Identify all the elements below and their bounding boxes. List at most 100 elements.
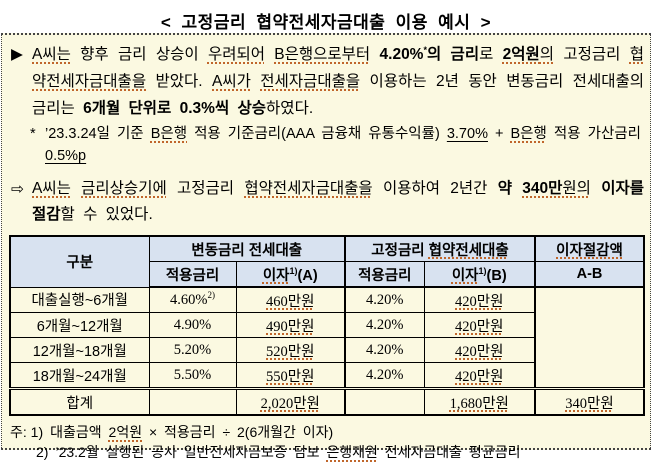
cell-variable-interest: 490만원 [235,312,346,338]
text-run: 약 [497,180,523,197]
text-run: B은행 [150,126,188,142]
text-run: 고정금리 [166,180,245,197]
text-run: 이자 [262,267,290,284]
text-run: 의 [539,46,555,63]
cell-fixed-rate: 4.20% [344,362,425,389]
text-run: 2) [207,289,215,300]
text-run: 이용하는 2년 동안 변동금리 전세대출의 금리는 [32,73,644,117]
text-run: 1,680만원 [449,395,509,412]
table-sub-header-row: 적용금리 이자1)(A) 적용금리 이자1)(B) A-B [10,261,645,288]
text-run: A씨는 [32,180,71,197]
text-run: 520만원 [266,343,315,360]
col-header-interest-b: 이자1)(B) [423,261,536,288]
cell-variable-rate: 5.20% [148,337,237,363]
cell-fixed-interest: 420만원 [423,286,536,313]
rate-footnote-text: ’23.3.24일 기준 B은행 적용 기준금리(AAA 금융채 유통수익률) … [45,123,641,167]
cell-total-variable-interest: 2,020만원 [235,387,346,416]
col-header-savings: 이자절감액 [534,235,645,262]
text-run: 우려되어 [207,46,265,63]
col-header-fixed-group: 고정금리 협약전세대출 [344,235,536,262]
cell-total-savings: 340만원 [534,387,645,416]
table-row: 대출실행~6개월 4.60%2) 460만원 4.20% 420만원 [9,286,645,389]
text-run: 하였다. [266,100,314,117]
cell-fixed-interest: 420만원 [423,362,536,389]
col-header-category: 구분 [9,235,150,288]
text-run: 2,020만원 [260,395,320,412]
table-footnotes: 주: 1) 대출금액 2억원 × 적용금리 ÷ 2(6개월간 이자) 2) ’2… [10,422,645,462]
text-run: + [487,126,511,142]
cell-variable-interest: 550만원 [235,362,346,389]
text-run: 이자를 절감 [32,180,645,223]
text-run [251,73,260,90]
footnote-1-marker: 주: 1) [10,424,44,440]
text-run: 은행재원 [326,444,378,460]
rate-footnote: * ’23.3.24일 기준 B은행 적용 기준금리(AAA 금융채 유통수익률… [30,123,641,167]
cell-period: 대출실행~6개월 [9,286,150,313]
text-run: 이용하여 2년간 [372,180,498,197]
text-run: 적용 가산금리 [546,126,641,142]
cell-variable-interest: 460만원 [235,286,346,313]
conclusion-paragraph-text: A씨는 금리상승기에 고정금리 협약전세자금대출을 이용하여 2년간 약 340… [32,176,645,228]
asterisk-marker: * [30,126,36,142]
text-run [71,180,81,197]
text-run: 대출금액 [50,424,109,440]
text-run: 420만원 [455,343,504,360]
text-run: 받았다. [146,73,213,90]
text-run: (A) [297,267,318,284]
text-run: 420만원 [455,318,504,335]
table-row: 12개월~18개월 5.20% 520만원 4.20% 420만원 [9,337,644,363]
cell-variable-rate: 4.90% [148,312,237,338]
cell-fixed-interest: 420만원 [423,337,536,363]
text-run: 고정금리 [554,46,630,63]
text-run: 2억원 [502,46,540,63]
interest-comparison-table: 구분 변동금리 전세대출 고정금리 협약전세대출 이자절감액 적용금리 이자1)… [9,235,645,416]
text-run: 고정금리 [371,242,429,259]
text-run: 550만원 [266,368,315,385]
content-box: ▶ A씨는 향후 금리 상승이 우려되어 B은행으로부터 4.20%*의 금리로… [1,33,651,460]
page-title: < 고정금리 협약전세자금대출 이용 예시 > [160,13,492,32]
text-run: 420만원 [455,293,504,310]
text-run: 이자절감액 [556,242,623,259]
text-run: 6개월 단위로 0.3%씩 상승 [83,100,267,117]
col-header-interest-a: 이자1)(A) [235,261,346,288]
cell-total-variable-rate-empty [148,387,237,416]
text-run: 협약전세대출 [428,242,509,259]
text-run: 로 [479,46,503,63]
footnote-2-text: ’23.2월 실행된 공사 일반전세자금보증 담보 은행재원 전세자금대출 평균… [55,442,520,462]
text-run: 4.60% [170,291,208,308]
cell-total-fixed-rate-empty [344,387,425,416]
cell-fixed-rate: 4.20% [344,312,425,338]
text-run: (B) [486,267,507,284]
text-run: 4.90% [173,316,212,333]
text-run: * [423,44,427,55]
text-run: 협약전세자금대출을 [244,180,373,197]
table-row: 18개월~24개월 5.50% 550만원 4.20% 420만원 [9,362,644,389]
text-run: 1) [478,265,487,276]
text-run: 340만원 [565,395,614,412]
text-run [265,46,274,63]
table-group-header-row: 구분 변동금리 전세대출 고정금리 협약전세대출 이자절감액 [9,235,645,288]
example-paragraph-text: A씨는 향후 금리 상승이 우려되어 B은행으로부터 4.20%*의 금리로 2… [32,41,645,122]
cell-total-fixed-interest: 1,680만원 [423,387,536,416]
cell-fixed-interest: 420만원 [423,312,536,338]
text-run [591,180,601,197]
text-run: B은행으로부터 [274,46,371,63]
text-run: 적용 기준금리(AAA 금융채 유통수익률) [187,126,447,142]
text-run: ’23.2월 실행된 공사 일반전세자금보증 담보 [55,444,327,460]
cell-period: 18개월~24개월 [9,362,150,389]
cell-fixed-rate: 4.20% [344,337,425,363]
savings-merged-empty-cell [534,286,645,389]
text-run: 의 금리 [426,46,480,63]
footnote-1-text: 대출금액 2억원 × 적용금리 ÷ 2(6개월간 이자) [50,422,333,442]
text-run: 340만 [522,180,563,197]
cell-variable-interest: 520만원 [235,337,346,363]
text-run [370,46,379,63]
text-run: 향후 금리 상승이 [70,46,208,63]
text-run: B은행 [510,126,547,142]
triangle-bullet-icon: ▶ [11,46,23,63]
text-run: 5.50% [173,366,212,383]
text-run: 원의 [562,180,591,197]
footnote-2: 2) ’23.2월 실행된 공사 일반전세자금보증 담보 은행재원 전세자금대출… [36,442,645,462]
text-run: 2억원 [108,424,143,440]
